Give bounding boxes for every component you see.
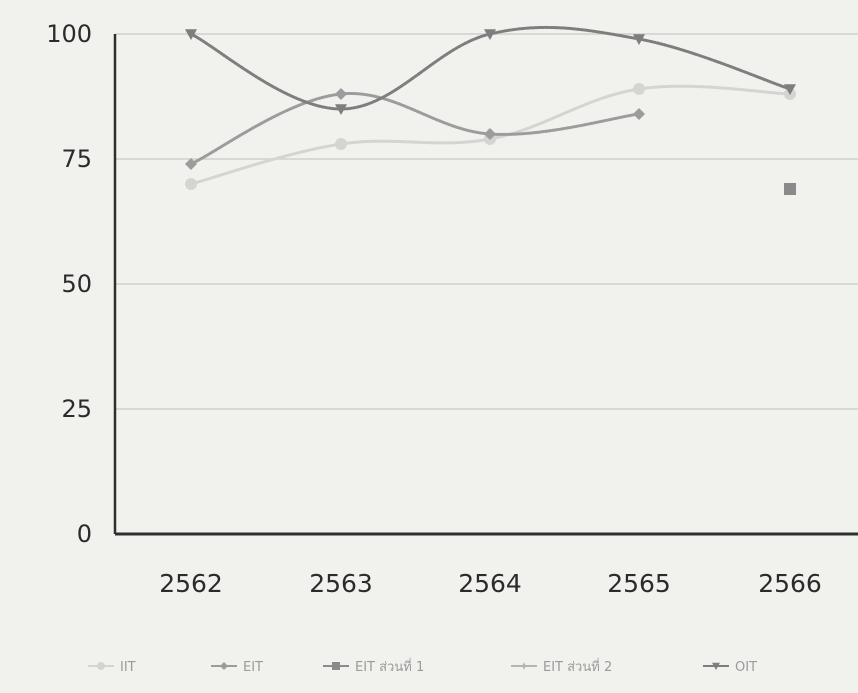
legend-item: OIT: [703, 660, 757, 675]
x-tick-label: 2565: [607, 569, 671, 598]
y-tick-label: 50: [61, 270, 92, 298]
data-point: [633, 83, 645, 95]
legend-item: EIT ส่วนที่ 1: [323, 658, 424, 675]
x-axis-ticks: 2562 2563 2564 2565 2566: [159, 569, 822, 598]
legend-item: EIT: [211, 660, 263, 675]
legend-label: EIT ส่วนที่ 1: [355, 658, 424, 675]
legend-marker: [220, 662, 228, 670]
legend-marker: [97, 662, 105, 670]
data-point: [185, 178, 197, 190]
data-point: [633, 34, 645, 45]
data-point: [335, 88, 347, 100]
y-tick-label: 100: [46, 20, 92, 48]
legend-label: IIT: [120, 660, 136, 675]
data-point: [335, 138, 347, 150]
series-line: [189, 25, 792, 111]
data-point: [185, 29, 197, 40]
legend-marker: [332, 662, 340, 670]
series-5: [185, 25, 796, 115]
legend-label: EIT ส่วนที่ 2: [543, 658, 612, 675]
x-tick-label: 2563: [309, 569, 373, 598]
series-3: [784, 183, 796, 195]
x-tick-label: 2562: [159, 569, 223, 598]
y-tick-label: 75: [61, 145, 92, 173]
data-point: [335, 104, 347, 115]
data-point: [784, 84, 796, 95]
y-axis-ticks: 0 25 50 75 100: [46, 20, 92, 548]
legend-item: EIT ส่วนที่ 2: [511, 658, 612, 675]
series-2: [185, 88, 645, 170]
legend-label: EIT: [243, 660, 263, 675]
x-tick-label: 2564: [458, 569, 522, 598]
y-tick-label: 0: [77, 520, 92, 548]
legend-label: OIT: [735, 660, 757, 675]
legend-item: IIT: [88, 660, 136, 675]
data-point: [633, 108, 645, 120]
x-tick-label: 2566: [758, 569, 822, 598]
data-point: [185, 158, 197, 170]
legend-marker: [712, 662, 720, 670]
legend-marker: [520, 662, 528, 670]
data-point: [484, 29, 496, 40]
data-point: [484, 128, 496, 140]
series-line: [189, 92, 641, 166]
y-tick-label: 25: [61, 395, 92, 423]
axes: [113, 34, 858, 536]
legend: IIT EIT EIT ส่วนที่ 1 EIT ส่วนที่ 2 OIT: [88, 658, 757, 675]
data-point: [784, 183, 796, 195]
series-lines: [185, 25, 796, 195]
